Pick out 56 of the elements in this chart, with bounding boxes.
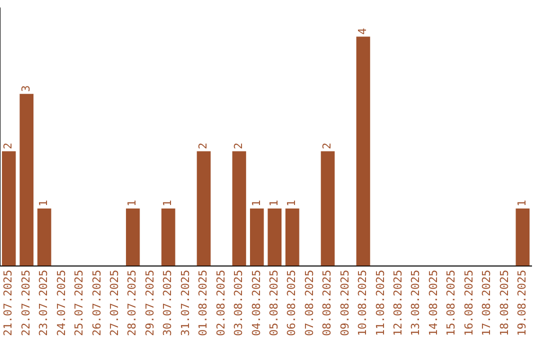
x-tick-label: 08.08.2025 xyxy=(320,270,334,336)
x-tick-label: 30.07.2025 xyxy=(161,270,174,336)
x-tick-label: 19.08.2025 xyxy=(516,270,529,336)
x-tick-label: 11.08.2025 xyxy=(374,270,387,336)
x-tick-label: 22.07.2025 xyxy=(19,270,32,336)
x-tick-label: 05.08.2025 xyxy=(267,270,280,336)
x-tick-label: 24.07.2025 xyxy=(54,270,68,336)
x-tick-label: 21.07.2025 xyxy=(2,270,15,336)
bar xyxy=(320,151,335,266)
data-label: 2 xyxy=(232,142,246,150)
x-tick-label: 17.08.2025 xyxy=(480,270,494,336)
bar xyxy=(37,208,52,266)
bar xyxy=(126,208,140,266)
bar xyxy=(232,151,246,266)
data-label: 1 xyxy=(267,200,280,206)
x-tick-label: 01.08.2025 xyxy=(196,270,210,336)
x-tick-label: 18.08.2025 xyxy=(498,270,511,336)
x-tick-label: 23.07.2025 xyxy=(37,270,50,336)
x-tick-label: 28.07.2025 xyxy=(126,270,139,336)
bar xyxy=(356,36,370,266)
data-label: 1 xyxy=(516,200,529,206)
bar xyxy=(285,208,300,266)
x-tick-label: 29.07.2025 xyxy=(143,270,156,336)
data-label: 2 xyxy=(320,142,334,150)
data-label: 1 xyxy=(250,200,263,206)
bar xyxy=(250,208,264,266)
bar xyxy=(268,208,282,266)
bar xyxy=(161,208,176,266)
bar xyxy=(196,151,211,266)
x-tick-label: 25.07.2025 xyxy=(72,270,86,336)
x-tick-label: 27.07.2025 xyxy=(108,270,122,336)
data-label: 1 xyxy=(126,200,139,206)
x-tick-label: 16.08.2025 xyxy=(462,270,476,336)
x-tick-label: 13.08.2025 xyxy=(409,270,422,336)
x-tick-label: 03.08.2025 xyxy=(232,270,246,336)
data-label: 2 xyxy=(2,142,15,150)
data-label: 1 xyxy=(285,200,298,206)
data-label: 1 xyxy=(161,200,174,206)
x-tick-label: 10.08.2025 xyxy=(356,270,370,336)
data-label: 4 xyxy=(356,28,370,35)
x-tick-label: 02.08.2025 xyxy=(214,270,228,336)
data-label: 2 xyxy=(196,142,210,150)
x-tick-label: 26.07.2025 xyxy=(90,270,104,336)
data-label: 3 xyxy=(19,85,32,92)
x-tick-label: 04.08.2025 xyxy=(250,270,263,336)
x-tick-label: 15.08.2025 xyxy=(444,270,458,336)
bar xyxy=(20,94,34,266)
x-tick-label: 07.08.2025 xyxy=(302,270,316,336)
x-tick-label: 31.07.2025 xyxy=(178,270,192,336)
x-tick-label: 09.08.2025 xyxy=(338,270,352,336)
x-tick-label: 14.08.2025 xyxy=(426,270,440,336)
x-tick-label: 12.08.2025 xyxy=(392,270,405,336)
bar xyxy=(516,208,530,266)
x-tick-label: 06.08.2025 xyxy=(285,270,298,336)
bar xyxy=(2,151,16,266)
data-label: 1 xyxy=(37,200,50,206)
